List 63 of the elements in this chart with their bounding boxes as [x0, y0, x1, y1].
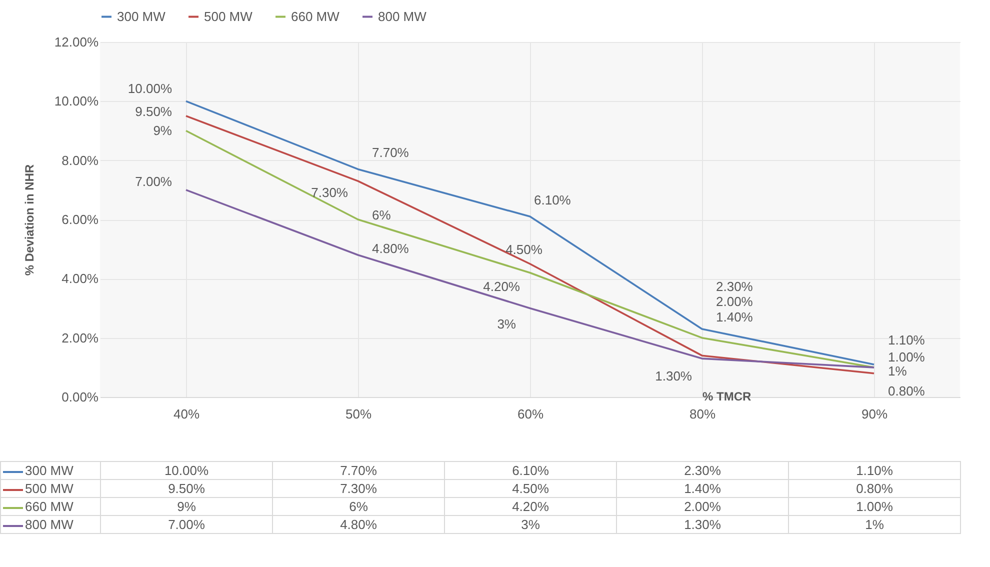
text: 7.00%	[135, 174, 172, 189]
data-label: 2.30%	[616, 462, 788, 480]
line-series	[185, 189, 875, 368]
x-tick-label: 40%	[173, 406, 200, 422]
data-label: 0.80%	[788, 480, 960, 498]
legend-label: 660 MW	[291, 8, 340, 24]
y-tick-label: 4.00%	[62, 271, 99, 286]
text: 1.10%	[888, 332, 925, 348]
data-label: 9.50%	[100, 480, 272, 498]
data-label: 9%	[100, 498, 272, 516]
text: 0.80%	[888, 383, 925, 398]
data-label: 4.50%	[444, 480, 616, 498]
data-label: 4.20%	[444, 498, 616, 516]
data-label: 7.30%	[272, 480, 444, 498]
data-label: 4.80%	[272, 516, 444, 534]
text: 6%	[372, 208, 391, 222]
data-label: 2.00%	[616, 498, 788, 516]
data-label: 3%	[444, 516, 616, 534]
data-label: 6%	[272, 498, 444, 516]
text: 4.20%	[483, 278, 520, 294]
x-tick-label: 90%	[861, 406, 888, 422]
text: 500 MW	[25, 481, 74, 496]
y-tick-label: 0.00%	[62, 390, 99, 404]
x-axis-title: % TMCR	[702, 390, 752, 404]
text: 10.00%	[128, 81, 172, 96]
text: 9%	[153, 122, 172, 138]
text: 2.00%	[716, 294, 753, 309]
x-tick-label: 60%	[517, 406, 544, 422]
text: 3%	[497, 316, 516, 332]
text: 660 MW	[25, 499, 74, 514]
text: 7.30%	[311, 185, 348, 200]
y-tick-label: 10.00%	[54, 94, 99, 109]
text: 300 MW	[25, 463, 74, 478]
data-label: 1.40%	[616, 480, 788, 498]
text: 1.00%	[888, 349, 925, 364]
data-label: 7.00%	[100, 516, 272, 534]
text: 1%	[888, 363, 907, 378]
data-label: 10.00%	[100, 462, 272, 480]
text: 800 MW	[25, 517, 74, 532]
legend-label: 500 MW	[204, 8, 254, 24]
y-tick-label: 8.00%	[62, 152, 99, 168]
y-tick-label: 2.00%	[62, 330, 99, 346]
text: 4.80%	[372, 241, 409, 256]
text: 2.30%	[716, 278, 753, 294]
x-tick-label: 80%	[689, 406, 716, 422]
text: 4.50%	[506, 242, 542, 257]
text: 1.30%	[655, 368, 692, 384]
data-label: 1.30%	[616, 516, 788, 534]
data-label: 1.10%	[788, 462, 960, 480]
data-label: 6.10%	[444, 462, 616, 480]
data-label: 1%	[788, 516, 960, 534]
text: 6.10%	[534, 192, 571, 208]
x-tick-label: 50%	[345, 406, 372, 422]
text: 9.50%	[135, 104, 172, 119]
legend-label: 300 MW	[117, 8, 166, 24]
legend-label: 800 MW	[378, 8, 428, 24]
y-tick-label: 6.00%	[62, 212, 99, 227]
y-tick-label: 12.00%	[54, 34, 99, 50]
text: 7.70%	[372, 145, 409, 160]
y-axis-title: % Deviation in NHR	[22, 164, 36, 276]
data-label: 1.00%	[788, 498, 960, 516]
text: 1.40%	[716, 310, 753, 325]
data-label: 7.70%	[272, 462, 444, 480]
